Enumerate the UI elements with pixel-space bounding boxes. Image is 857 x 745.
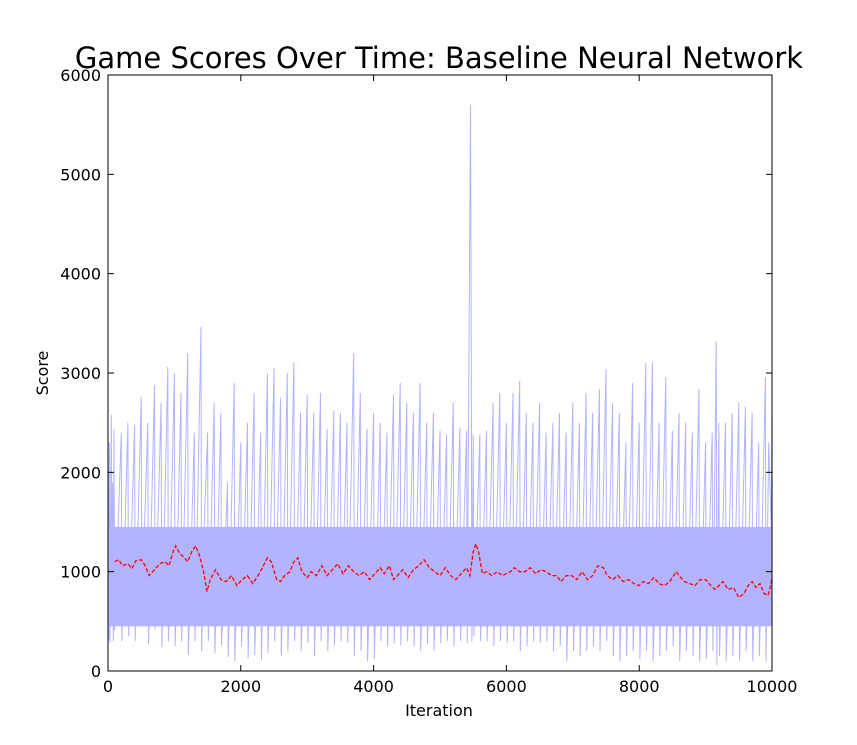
x-tick-label: 0	[103, 677, 113, 696]
chart-title: Game Scores Over Time: Baseline Neural N…	[75, 41, 803, 75]
y-tick-label: 4000	[60, 265, 101, 284]
y-tick-label: 0	[91, 662, 101, 681]
y-tick-label: 2000	[60, 463, 101, 482]
moving-average-series-line	[114, 541, 772, 599]
x-tick-label: 2000	[220, 677, 261, 696]
x-tick-label: 10000	[747, 677, 798, 696]
y-tick-label: 5000	[60, 165, 101, 184]
y-tick-label: 6000	[60, 66, 101, 85]
x-tick-label: 8000	[619, 677, 660, 696]
y-tick-label: 1000	[60, 563, 101, 582]
y-axis-label: Score	[33, 351, 52, 396]
plot-area	[108, 104, 772, 666]
y-tick-label: 3000	[60, 364, 101, 383]
x-axis-label: Iteration	[405, 701, 473, 720]
x-tick-label: 6000	[486, 677, 527, 696]
raw-score-series-line	[108, 104, 772, 666]
x-tick-label: 4000	[353, 677, 394, 696]
y-axis: 0 1000 2000 3000 4000 5000 6000	[60, 66, 772, 681]
x-axis: 0 2000 4000 6000 8000 10000	[103, 75, 798, 696]
